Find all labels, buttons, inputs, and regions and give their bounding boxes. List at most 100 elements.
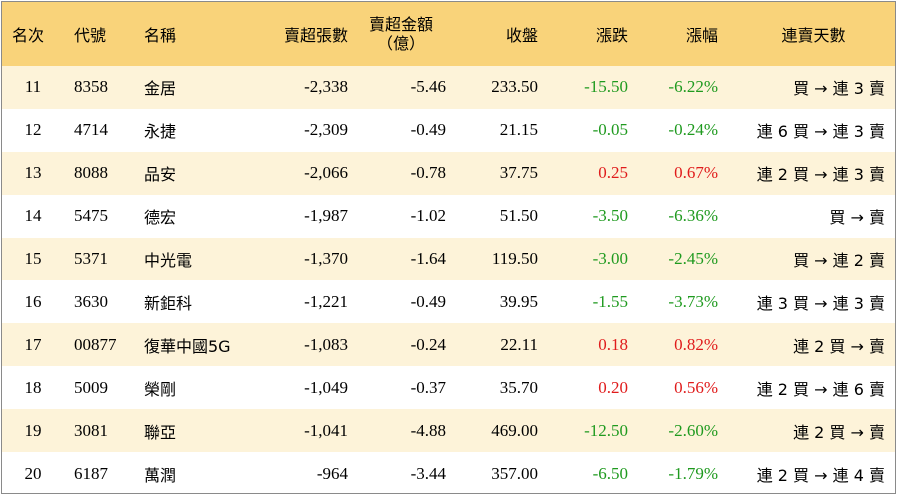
header-close: 收盤 (505, 26, 538, 45)
net-sell-amount-cell: -0.78 (410, 163, 446, 183)
close-cell: 233.50 (491, 77, 538, 97)
net-sell-lots-cell: -964 (316, 463, 348, 483)
code-cell: 6187 (74, 463, 108, 483)
net-sell-amount-cell: -3.44 (410, 463, 446, 483)
rank-cell: 18 (24, 377, 42, 397)
net-sell-amount-cell: -1.02 (410, 206, 446, 226)
code-cell: 00877 (74, 334, 117, 354)
name-cell: 品安 (144, 165, 177, 185)
net-sell-amount-cell: -4.88 (410, 420, 446, 440)
header-net-sell-amount: 賣超金額 （億） (356, 2, 446, 66)
header-sell-streak: 連賣天數 (781, 26, 846, 45)
close-cell: 51.50 (499, 206, 538, 226)
net-sell-amount-cell: -0.49 (410, 291, 446, 311)
close-cell: 21.15 (499, 120, 538, 140)
code-cell: 3081 (74, 420, 108, 440)
pct-change-cell: -1.79% (668, 463, 718, 483)
net-sell-lots-cell: -1,049 (304, 377, 348, 397)
sell-streak-cell: 連 2 買 → 連 4 賣 (756, 465, 885, 485)
table-row: 18 5009 榮剛 -1,049 -0.37 35.70 0.20 0.56% 連 2 買 →… (2, 366, 895, 409)
header-name: 名稱 (144, 26, 177, 45)
table-row: 12 4714 永捷 -2,309 -0.49 21.15 -0.05 -0.24% 連 6 買… (2, 109, 895, 152)
rank-cell: 12 (24, 120, 42, 140)
code-cell: 5371 (74, 249, 108, 269)
net-sell-lots-cell: -1,041 (304, 420, 348, 440)
sell-streak-cell: 連 2 買 → 連 3 賣 (756, 165, 885, 185)
code-cell: 5009 (74, 377, 108, 397)
sell-streak-cell: 連 2 買 → 賣 (793, 336, 885, 356)
header-code: 代號 (74, 26, 107, 45)
header-net-sell-amount-line1: 賣超金額 (368, 15, 433, 34)
name-cell: 金居 (144, 79, 177, 99)
net-sell-lots-cell: -2,066 (304, 163, 348, 183)
sell-streak-cell: 買 → 賣 (829, 208, 885, 228)
header-net-sell-lots: 賣超張數 (283, 26, 348, 45)
table-row: 20 6187 萬潤 -964 -3.44 357.00 -6.50 -1.79% 連 2 買 … (2, 452, 895, 495)
change-cell: 0.20 (598, 377, 628, 397)
name-cell: 永捷 (144, 122, 177, 142)
net-sell-lots-cell: -1,083 (304, 334, 348, 354)
pct-change-cell: 0.82% (674, 334, 718, 354)
header-rank: 名次 (11, 26, 44, 45)
pct-change-cell: -6.22% (668, 77, 718, 97)
pct-change-cell: -0.24% (668, 120, 718, 140)
change-cell: -3.50 (592, 206, 628, 226)
table-row: 11 8358 金居 -2,338 -5.46 233.50 -15.50 -6.22% 買 →… (2, 66, 895, 109)
rank-cell: 11 (24, 77, 42, 97)
net-sell-lots-cell: -1,370 (304, 249, 348, 269)
name-cell: 復華中國5G (144, 336, 231, 356)
table-row: 17 00877 復華中國5G -1,083 -0.24 22.11 0.18 0.82% 連 … (2, 323, 895, 367)
code-cell: 4714 (74, 120, 108, 140)
table-row: 19 3081 聯亞 -1,041 -4.88 469.00 -12.50 -2.60% 連 2… (2, 409, 895, 453)
close-cell: 22.11 (500, 334, 538, 354)
net-sell-lots-cell: -2,338 (304, 77, 348, 97)
change-cell: 0.25 (598, 163, 628, 183)
close-cell: 35.70 (499, 377, 538, 397)
name-cell: 萬潤 (144, 465, 177, 485)
change-cell: -0.05 (592, 120, 628, 140)
rank-cell: 15 (24, 249, 42, 269)
pct-change-cell: 0.56% (674, 377, 718, 397)
net-sell-amount-cell: -1.64 (410, 249, 446, 269)
sell-streak-cell: 連 6 買 → 連 3 賣 (756, 122, 885, 142)
pct-change-cell: -6.36% (668, 206, 718, 226)
net-sell-amount-cell: -0.49 (410, 120, 446, 140)
rank-cell: 19 (24, 420, 42, 440)
sell-streak-cell: 連 2 買 → 賣 (793, 422, 885, 442)
pct-change-cell: -2.45% (668, 249, 718, 269)
change-cell: 0.18 (598, 334, 628, 354)
sell-streak-cell: 連 3 買 → 連 3 賣 (756, 293, 885, 313)
change-cell: -12.50 (584, 420, 628, 440)
pct-change-cell: 0.67% (674, 163, 718, 183)
rank-cell: 17 (24, 334, 42, 354)
table-row: 16 3630 新鉅科 -1,221 -0.49 39.95 -1.55 -3.73% 連 3 … (2, 281, 895, 324)
table-row: 13 8088 品安 -2,066 -0.78 37.75 0.25 0.67% 連 2 買 →… (2, 151, 895, 195)
net-sell-amount-cell: -0.37 (410, 377, 446, 397)
net-sell-lots-cell: -1,221 (304, 291, 348, 311)
pct-change-cell: -3.73% (668, 291, 718, 311)
close-cell: 37.75 (499, 163, 538, 183)
change-cell: -3.00 (592, 249, 628, 269)
table-row: 14 5475 德宏 -1,987 -1.02 51.50 -3.50 -6.36% 買 → 賣 (2, 195, 895, 238)
name-cell: 新鉅科 (144, 293, 193, 313)
sell-streak-cell: 買 → 連 2 賣 (793, 251, 885, 271)
rank-cell: 20 (24, 463, 42, 483)
net-sell-amount-cell: -5.46 (410, 77, 446, 97)
name-cell: 榮剛 (144, 379, 177, 399)
change-cell: -15.50 (584, 77, 628, 97)
table-row: 15 5371 中光電 -1,370 -1.64 119.50 -3.00 -2.45% 買 →… (2, 237, 895, 281)
close-cell: 119.50 (491, 249, 538, 269)
rank-cell: 13 (24, 163, 42, 183)
close-cell: 469.00 (491, 420, 538, 440)
rank-cell: 14 (24, 206, 42, 226)
change-cell: -6.50 (592, 463, 628, 483)
sell-streak-cell: 連 2 買 → 連 6 賣 (756, 379, 885, 399)
code-cell: 8358 (74, 77, 108, 97)
code-cell: 8088 (74, 163, 108, 183)
pct-change-cell: -2.60% (668, 420, 718, 440)
close-cell: 357.00 (491, 463, 538, 483)
net-sell-lots-cell: -2,309 (304, 120, 348, 140)
table-header: 名次 代號 名稱 賣超張數 賣超金額 （億） 收盤 漲跌 漲幅 連賣天數 (2, 2, 895, 67)
net-sell-lots-cell: -1,987 (304, 206, 348, 226)
